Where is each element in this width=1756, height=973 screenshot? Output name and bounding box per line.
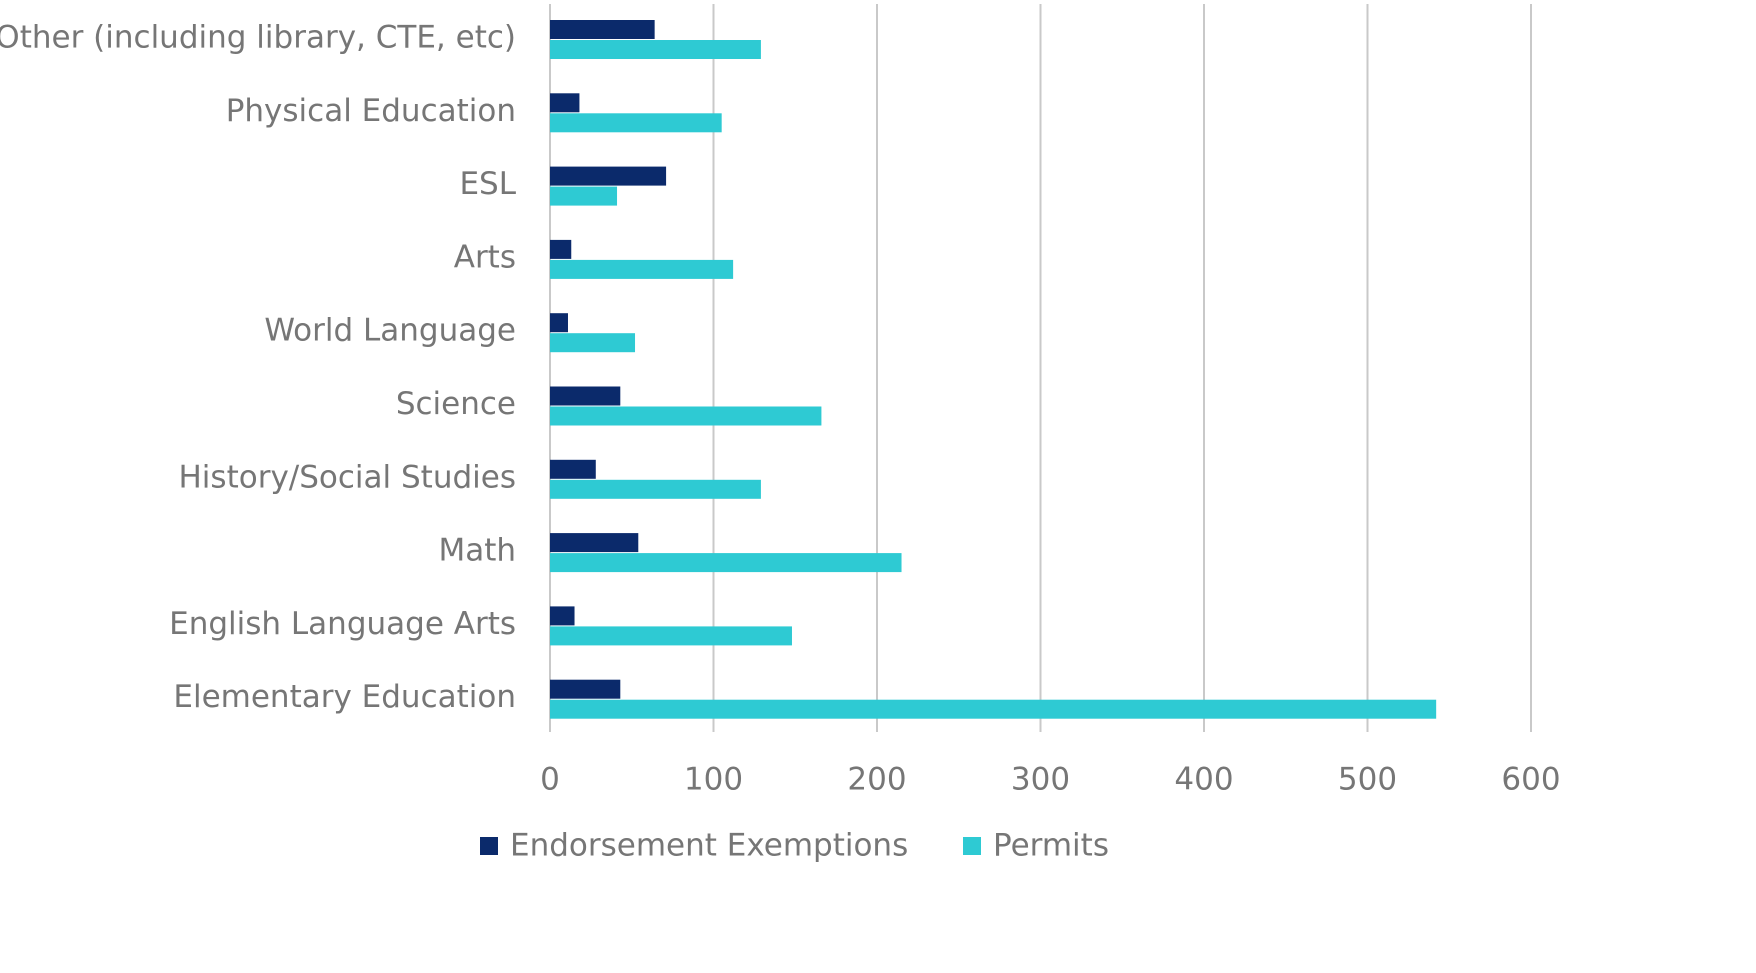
x-tick-label: 500 bbox=[1338, 762, 1397, 798]
y-tick-label: Science bbox=[396, 386, 516, 422]
bar bbox=[550, 239, 572, 259]
y-tick-label: Arts bbox=[454, 239, 516, 275]
bar bbox=[550, 93, 580, 113]
y-tick-label: English Language Arts bbox=[169, 606, 516, 642]
y-tick-label: Math bbox=[438, 533, 516, 569]
x-tick-label: 600 bbox=[1501, 762, 1560, 798]
y-tick-label: Elementary Education bbox=[173, 679, 516, 715]
y-tick-label: Other (including library, CTE, etc) bbox=[0, 20, 516, 56]
bar bbox=[550, 606, 575, 626]
bar bbox=[550, 386, 621, 406]
y-tick-label: World Language bbox=[264, 313, 516, 349]
bar bbox=[550, 259, 734, 279]
bar bbox=[550, 406, 822, 426]
bar bbox=[550, 553, 902, 573]
legend-swatch bbox=[963, 837, 981, 855]
x-tick-label: 100 bbox=[684, 762, 743, 798]
bar bbox=[550, 20, 655, 39]
bar bbox=[550, 40, 761, 59]
y-tick-label: Physical Education bbox=[226, 93, 516, 129]
x-tick-label: 0 bbox=[540, 762, 560, 798]
legend-label: Permits bbox=[993, 828, 1109, 864]
bar bbox=[550, 533, 639, 553]
y-tick-label: ESL bbox=[459, 166, 516, 202]
x-tick-label: 300 bbox=[1011, 762, 1070, 798]
bar bbox=[550, 699, 1437, 719]
bar bbox=[550, 626, 792, 646]
legend-label: Endorsement Exemptions bbox=[510, 828, 908, 864]
legend-swatch bbox=[480, 837, 498, 855]
x-tick-label: 200 bbox=[847, 762, 906, 798]
x-tick-label: 400 bbox=[1174, 762, 1233, 798]
bar bbox=[550, 166, 667, 186]
bar bbox=[550, 333, 636, 353]
y-tick-label: History/Social Studies bbox=[179, 459, 517, 495]
bar bbox=[550, 479, 761, 499]
bar bbox=[550, 679, 621, 699]
bar bbox=[550, 186, 618, 206]
bar bbox=[550, 459, 596, 479]
bar bbox=[550, 313, 568, 333]
bar bbox=[550, 113, 722, 133]
